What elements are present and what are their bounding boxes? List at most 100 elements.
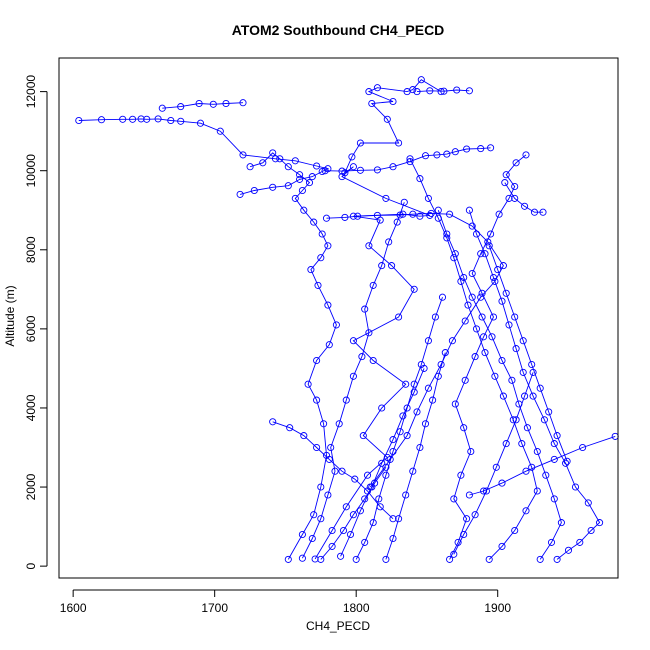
data-point	[522, 467, 530, 475]
data-point	[501, 179, 509, 187]
data-point	[471, 511, 479, 519]
data-point	[389, 534, 397, 543]
data-point	[465, 87, 473, 95]
data-point	[349, 337, 357, 345]
data-point	[317, 515, 325, 523]
data-point	[505, 194, 513, 202]
data-point	[416, 175, 424, 183]
data-point	[327, 443, 335, 452]
series-line-15	[385, 352, 446, 560]
data-point	[498, 479, 506, 487]
data-point	[313, 443, 321, 452]
data-point	[460, 424, 468, 432]
data-point	[550, 440, 558, 448]
data-point	[356, 507, 364, 515]
data-point	[451, 250, 459, 258]
data-point	[313, 162, 321, 170]
data-point	[276, 155, 284, 163]
data-point	[424, 337, 432, 345]
data-point	[389, 447, 397, 456]
data-point	[584, 499, 592, 507]
series-line-4	[325, 147, 491, 172]
y-tick-label: 12000	[24, 75, 38, 109]
data-point	[342, 396, 350, 404]
data-point	[317, 254, 325, 262]
data-point	[365, 329, 373, 337]
data-point	[177, 103, 185, 111]
data-point	[461, 376, 469, 384]
data-point	[371, 479, 379, 487]
y-tick-label: 0	[24, 562, 38, 569]
data-point	[324, 301, 332, 309]
data-point	[434, 206, 442, 214]
data-point	[446, 210, 454, 218]
data-point	[308, 534, 316, 543]
data-point	[450, 550, 458, 558]
data-point	[409, 86, 417, 94]
data-point	[322, 214, 331, 222]
data-point	[393, 218, 401, 226]
x-tick-label: 1700	[201, 601, 228, 615]
x-tick-label: 1800	[343, 601, 370, 615]
data-point	[498, 356, 506, 365]
data-point	[478, 289, 486, 297]
data-point	[518, 440, 526, 448]
data-point	[477, 145, 485, 153]
series-line-8	[449, 154, 527, 560]
data-point	[167, 116, 175, 125]
data-point	[318, 167, 326, 176]
data-point	[502, 171, 510, 179]
data-point	[463, 515, 471, 523]
data-point	[481, 250, 489, 258]
data-point	[378, 404, 386, 412]
data-point	[368, 99, 376, 108]
data-point	[378, 262, 386, 270]
data-point	[239, 99, 247, 107]
data-point	[396, 428, 404, 436]
data-point	[318, 230, 326, 238]
data-point	[553, 432, 561, 440]
data-point	[424, 384, 432, 392]
data-point	[487, 230, 495, 238]
data-point	[349, 511, 357, 519]
data-point	[446, 555, 454, 563]
data-point	[431, 313, 439, 321]
data-point	[505, 321, 513, 329]
data-point	[491, 372, 499, 380]
data-point	[465, 206, 473, 214]
data-point	[335, 420, 343, 428]
data-point	[320, 420, 328, 428]
data-point	[421, 420, 430, 428]
data-point	[331, 467, 339, 475]
y-tick-label: 8000	[24, 236, 38, 263]
data-point	[562, 459, 570, 467]
data-point	[519, 337, 527, 345]
data-point	[409, 467, 417, 475]
data-point	[363, 471, 372, 479]
data-point	[499, 262, 507, 270]
data-point	[403, 404, 411, 412]
data-point	[485, 555, 493, 563]
data-point	[468, 293, 476, 301]
data-point	[482, 487, 490, 495]
data-point	[341, 213, 349, 221]
series-line-5	[326, 212, 504, 488]
data-point	[467, 447, 475, 456]
data-point	[236, 190, 244, 198]
data-point	[416, 443, 424, 452]
data-point	[441, 349, 449, 357]
axis-ticks: 1600 1700 1800 1900 0 2000 4000 6000 8000 10000 12…	[24, 75, 511, 615]
data-point	[410, 388, 418, 396]
data-point	[438, 293, 447, 301]
data-point	[542, 471, 550, 479]
data-point	[413, 88, 421, 96]
data-point	[427, 209, 435, 217]
data-point	[410, 285, 418, 293]
data-point	[395, 313, 403, 321]
data-point	[494, 266, 502, 274]
data-point	[409, 210, 417, 218]
data-point	[250, 186, 258, 195]
data-point	[311, 555, 319, 563]
data-point	[464, 301, 472, 309]
data-point	[557, 519, 565, 527]
